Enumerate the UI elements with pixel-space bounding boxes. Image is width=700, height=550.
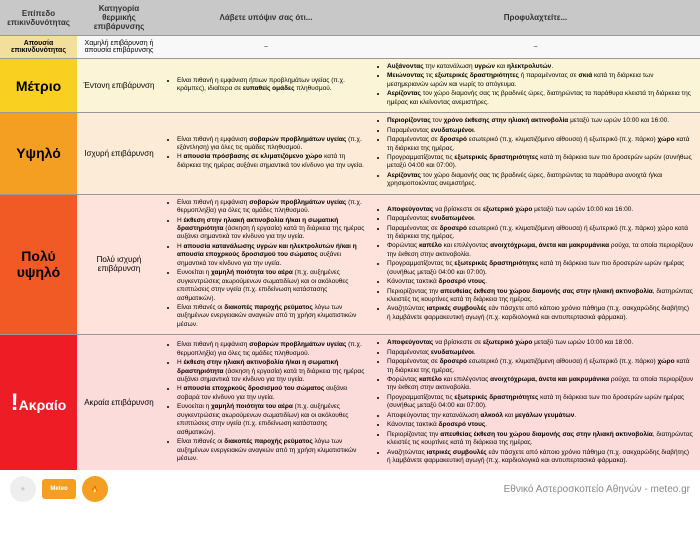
category: Ακραία επιβάρυνση — [77, 335, 161, 471]
credit-text: Εθνικό Αστεροσκοπείο Αθηνών - meteo.gr — [504, 484, 690, 495]
consider: – — [161, 36, 371, 59]
category: Χαμηλή επιβάρυνση ή απουσία επιβάρυνσης — [77, 36, 161, 59]
precaution: – — [371, 36, 700, 59]
heat-risk-table: Επίπεδο επικινδυνότηταςΚατηγορία θερμική… — [0, 0, 700, 470]
consider: Είναι πιθανή η εμφάνιση σοβαρών προβλημά… — [161, 335, 371, 471]
logo-0: ⚛ — [10, 476, 36, 502]
logo-1: Meteo — [42, 479, 76, 499]
precaution: Αυξάνοντας την κατανάλωση υγρών και ηλεκ… — [371, 59, 700, 113]
logo-2: 🔥 — [82, 476, 108, 502]
risk-level: Υψηλό — [0, 113, 77, 195]
precaution: Αποφεύγοντας να βρίσκεστε σε εξωτερικό χ… — [371, 194, 700, 335]
consider: Είναι πιθανή η εμφάνιση σοβαρών προβλημά… — [161, 113, 371, 195]
category: Έντονη επιβάρυνση — [77, 59, 161, 113]
risk-level: !Ακραίο — [0, 335, 77, 471]
precaution: Αποφεύγοντας να βρίσκεστε σε εξωτερικό χ… — [371, 335, 700, 471]
consider: Είναι πιθανή η εμφάνιση σοβαρών προβλημά… — [161, 194, 371, 335]
consider: Είναι πιθανή η εμφάνιση ήπιων προβλημάτω… — [161, 59, 371, 113]
risk-level: Πολύ υψηλό — [0, 194, 77, 335]
precaution: Περιορίζοντας τον χρόνο έκθεσης στην ηλι… — [371, 113, 700, 195]
col-header: Λάβετε υπόψιν σας ότι... — [161, 0, 371, 36]
category: Ισχυρή επιβάρυνση — [77, 113, 161, 195]
col-header: Κατηγορία θερμικής επιβάρυνσης — [77, 0, 161, 36]
category: Πολύ ισχυρή επιβάρυνση — [77, 194, 161, 335]
col-header: Προφυλαχτείτε... — [371, 0, 700, 36]
risk-level: Απουσία επικινδυνότητας — [0, 36, 77, 59]
footer: ⚛ Meteo 🔥 Εθνικό Αστεροσκοπείο Αθηνών - me… — [0, 470, 700, 508]
risk-level: Μέτριο — [0, 59, 77, 113]
col-header: Επίπεδο επικινδυνότητας — [0, 0, 77, 36]
